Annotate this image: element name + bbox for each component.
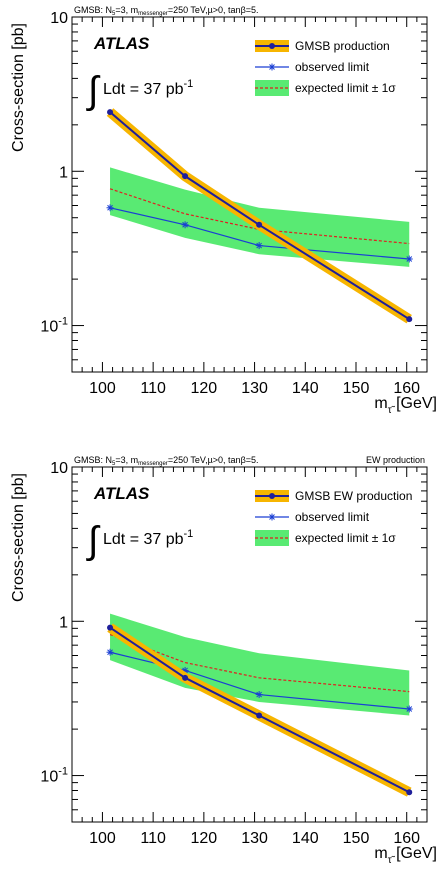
y-axis-label: Cross-section [pb] bbox=[10, 473, 27, 602]
production-point bbox=[107, 109, 114, 116]
plot-area bbox=[106, 108, 413, 324]
y-tick-label: 10 bbox=[50, 10, 68, 27]
integral-symbol: ∫ bbox=[86, 70, 101, 112]
x-tick-label: 120 bbox=[191, 830, 218, 847]
panel-header: GMSB: N5=3, mmessenger=250 TeV,µ>0, tanβ… bbox=[74, 5, 259, 17]
x-tick-label: 100 bbox=[89, 380, 116, 397]
production-line bbox=[109, 111, 410, 321]
legend-label: observed limit bbox=[295, 60, 370, 74]
observed-point bbox=[106, 648, 114, 656]
observed-point bbox=[405, 255, 413, 263]
expected-line bbox=[109, 188, 410, 245]
x-tick-label: 140 bbox=[292, 830, 319, 847]
y-tick-label: 10-1 bbox=[40, 316, 68, 336]
production-point bbox=[256, 221, 263, 228]
production-point bbox=[182, 173, 189, 180]
plot-frame bbox=[71, 16, 428, 373]
legend-label: GMSB EW production bbox=[295, 489, 412, 503]
legend: GMSB production observed limit expected li… bbox=[255, 39, 396, 96]
chart-panel-top: GMSB: N5=3, mmessenger=250 TeV,µ>0, tanβ… bbox=[10, 5, 437, 416]
x-tick-label: 160 bbox=[393, 830, 420, 847]
x-tick-label: 110 bbox=[140, 380, 166, 397]
legend: GMSB EW production observed limit expected… bbox=[255, 489, 412, 546]
y-axis-label: Cross-section [pb] bbox=[10, 23, 27, 152]
legend-label: expected limit ± 1σ bbox=[295, 81, 396, 95]
x-tick-label: 120 bbox=[191, 380, 218, 397]
expected-band bbox=[110, 613, 410, 716]
panel-header: GMSB: N5=3, mmessenger=250 TeV,µ>0, tanβ… bbox=[74, 455, 259, 467]
legend-entry-expected: expected limit ± 1σ bbox=[255, 80, 396, 96]
legend-label: expected limit ± 1σ bbox=[295, 531, 396, 545]
x-axis-label: mτ̃ [GeV] bbox=[374, 845, 437, 866]
legend-swatch-marker bbox=[269, 43, 275, 49]
x-tick-label: 130 bbox=[241, 830, 268, 847]
x-tick-label: 130 bbox=[241, 380, 268, 397]
observed-point bbox=[181, 221, 189, 229]
legend-entry-observed: observed limit bbox=[255, 510, 370, 524]
observed-point bbox=[405, 705, 413, 713]
legend-entry-production: GMSB EW production bbox=[255, 489, 412, 503]
y-tick-label: 10 bbox=[50, 460, 68, 477]
expected-band bbox=[110, 167, 410, 267]
x-tick-label: 160 bbox=[393, 380, 420, 397]
legend-label: observed limit bbox=[295, 510, 370, 524]
production-point bbox=[406, 789, 413, 796]
legend-entry-observed: observed limit bbox=[255, 60, 370, 74]
plot-area bbox=[106, 613, 413, 797]
integral-symbol: ∫ bbox=[86, 520, 101, 562]
luminosity-label: Ldt = 37 pb-1 bbox=[103, 528, 193, 548]
observed-point bbox=[106, 204, 114, 212]
y-tick-label: 10-1 bbox=[40, 766, 68, 786]
plot-frame bbox=[71, 466, 428, 823]
production-point bbox=[406, 316, 413, 323]
observed-line bbox=[109, 207, 410, 260]
x-axis-label: mτ̃ [GeV] bbox=[374, 395, 437, 416]
x-tick-label: 110 bbox=[140, 830, 166, 847]
x-tick-label: 150 bbox=[343, 380, 370, 397]
production-point bbox=[107, 624, 114, 631]
legend-label: GMSB production bbox=[295, 39, 390, 53]
observed-point bbox=[255, 691, 263, 699]
panel-header-right: EW production bbox=[366, 455, 425, 465]
x-tick-label: 140 bbox=[292, 380, 319, 397]
chart-panel-bottom: GMSB: N5=3, mmessenger=250 TeV,µ>0, tanβ… bbox=[10, 455, 437, 866]
experiment-label: ATLAS bbox=[93, 484, 150, 503]
production-point bbox=[182, 674, 189, 681]
experiment-label: ATLAS bbox=[93, 34, 150, 53]
x-tick-label: 150 bbox=[343, 830, 370, 847]
y-tick-label: 1 bbox=[59, 164, 68, 181]
y-tick-label: 1 bbox=[59, 614, 68, 631]
observed-point bbox=[255, 242, 263, 250]
observed-line bbox=[109, 651, 410, 710]
x-tick-label: 100 bbox=[89, 830, 116, 847]
legend-entry-production: GMSB production bbox=[255, 39, 390, 53]
legend-entry-expected: expected limit ± 1σ bbox=[255, 530, 396, 546]
legend-swatch-marker bbox=[269, 493, 275, 499]
luminosity-label: Ldt = 37 pb-1 bbox=[103, 78, 193, 98]
production-line bbox=[109, 626, 410, 794]
production-point bbox=[256, 712, 263, 719]
